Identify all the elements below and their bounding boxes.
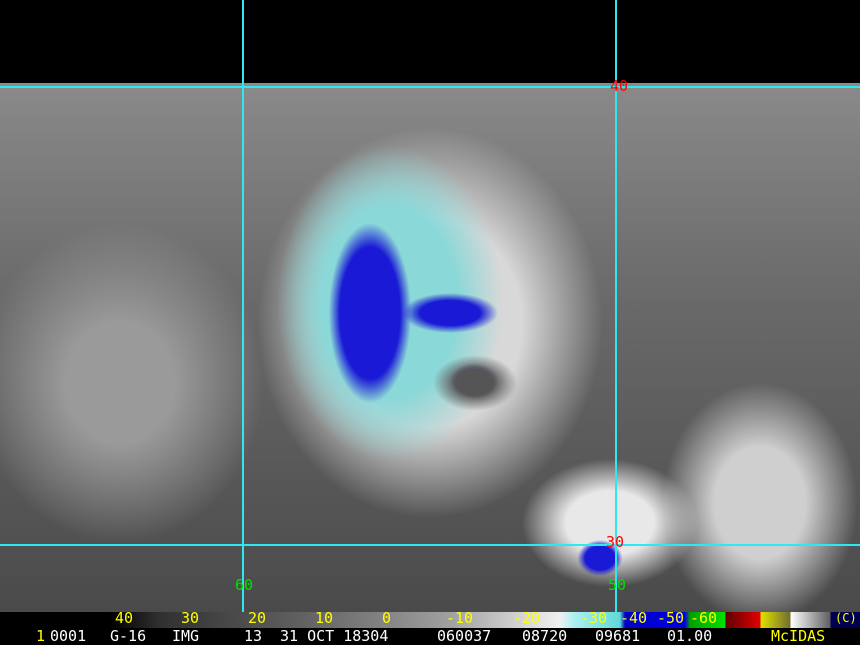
software-label: McIDAS — [771, 627, 826, 645]
color-bar-label: -20 — [513, 609, 541, 627]
satellite-name: G-16 — [110, 627, 147, 645]
color-bar-label: 30 — [181, 609, 200, 627]
color-bar-unit: (C) — [835, 611, 857, 625]
field-2: 09681 — [595, 627, 641, 645]
frame-id: 0001 — [50, 627, 87, 645]
satellite-ir-image — [0, 83, 860, 612]
time: 060037 — [437, 627, 492, 645]
band: 13 — [244, 627, 263, 645]
color-bar-label: 40 — [115, 609, 134, 627]
grid-label-lat-40: 40 — [610, 77, 629, 95]
color-bar-label: -40 — [620, 609, 648, 627]
frame-number: 1 — [36, 627, 46, 645]
date: 31 OCT 18304 — [280, 627, 389, 645]
longitude-line-60 — [242, 0, 244, 612]
longitude-line-50 — [615, 0, 617, 612]
temperature-color-bar — [0, 612, 860, 628]
color-bar-label: -50 — [657, 609, 685, 627]
grid-label-lat-30: 30 — [606, 533, 625, 551]
color-bar-label: -30 — [580, 609, 608, 627]
image-info-line: 1 0001 G-16 IMG 13 31 OCT 18304 060037 08720 096… — [0, 628, 860, 645]
color-bar-label: 20 — [248, 609, 267, 627]
color-bar-label: -10 — [446, 609, 474, 627]
resolution: 01.00 — [667, 627, 713, 645]
color-bar-label: 10 — [315, 609, 334, 627]
color-bar-label: -60 — [690, 609, 718, 627]
latitude-line-40 — [0, 86, 860, 88]
latitude-line-30 — [0, 544, 860, 546]
color-bar-label: 0 — [382, 609, 392, 627]
field-1: 08720 — [522, 627, 568, 645]
image-type: IMG — [172, 627, 200, 645]
grid-label-lon-50: 50 — [608, 576, 627, 594]
grid-label-lon-60: 60 — [235, 576, 254, 594]
